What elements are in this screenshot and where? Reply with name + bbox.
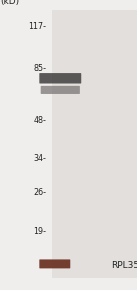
Text: RPL35: RPL35 [112, 261, 137, 270]
FancyBboxPatch shape [39, 73, 81, 84]
FancyBboxPatch shape [41, 86, 80, 94]
Text: 117-: 117- [29, 21, 47, 31]
Text: 19-: 19- [34, 227, 47, 237]
Text: 85-: 85- [34, 64, 47, 73]
Text: (kD): (kD) [0, 0, 19, 6]
Bar [52, 10, 137, 278]
Text: 48-: 48- [34, 116, 47, 125]
Text: 34-: 34- [34, 153, 47, 163]
Text: 26-: 26- [34, 188, 47, 197]
FancyBboxPatch shape [39, 260, 70, 269]
